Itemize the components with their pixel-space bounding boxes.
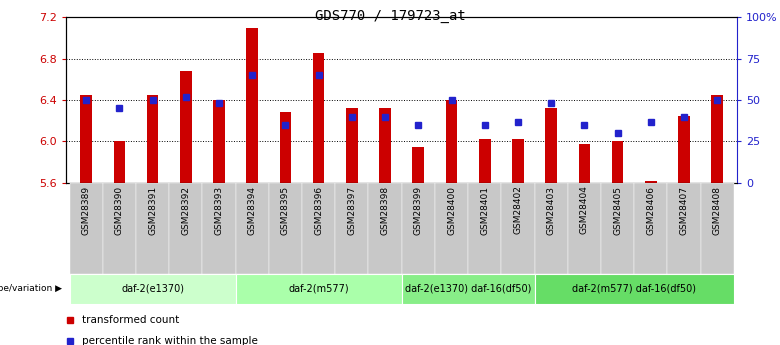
Bar (180, 71, 192, 183)
Text: GSM28400: GSM28400 (447, 186, 456, 235)
Bar (335, 183, 368, 274)
Text: GSM28392: GSM28392 (181, 186, 190, 235)
Text: GSM28399: GSM28399 (414, 186, 423, 235)
Text: GSM28394: GSM28394 (248, 186, 257, 235)
Bar (136, 183, 169, 274)
Text: GSM28393: GSM28393 (215, 186, 224, 235)
Bar (534, 183, 568, 274)
Text: genotype/variation ▶: genotype/variation ▶ (0, 284, 62, 294)
Text: GSM28408: GSM28408 (713, 186, 722, 235)
Bar (379, 108, 391, 183)
Bar (601, 183, 634, 274)
Bar (534, 274, 734, 304)
Text: daf-2(e1370) daf-16(df50): daf-2(e1370) daf-16(df50) (405, 284, 531, 294)
Bar (80, 95, 92, 183)
Text: GSM28402: GSM28402 (513, 186, 523, 235)
Bar (668, 183, 700, 274)
Text: GSM28406: GSM28406 (647, 186, 655, 235)
Text: GSM28395: GSM28395 (281, 186, 290, 235)
Bar (645, 181, 657, 183)
Text: GSM28391: GSM28391 (148, 186, 157, 235)
Bar (269, 183, 302, 274)
Text: GSM28398: GSM28398 (381, 186, 389, 235)
Bar (313, 53, 324, 183)
Bar (402, 274, 534, 304)
Bar (169, 183, 203, 274)
Text: percentile rank within the sample: percentile rank within the sample (82, 336, 257, 345)
Bar (236, 274, 402, 304)
Text: GSM28389: GSM28389 (82, 186, 90, 235)
Text: GDS770 / 179723_at: GDS770 / 179723_at (314, 9, 466, 23)
Bar (479, 139, 491, 183)
Text: GSM28401: GSM28401 (480, 186, 489, 235)
Bar (147, 95, 158, 183)
Bar (413, 147, 424, 183)
Bar (213, 100, 225, 183)
Bar (678, 116, 690, 183)
Bar (246, 28, 258, 183)
Text: daf-2(m577): daf-2(m577) (289, 284, 349, 294)
Bar (579, 144, 590, 183)
Text: transformed count: transformed count (82, 315, 179, 325)
Bar (711, 95, 723, 183)
Bar (468, 183, 502, 274)
Bar (114, 141, 126, 183)
Text: daf-2(m577) daf-16(df50): daf-2(m577) daf-16(df50) (573, 284, 697, 294)
Bar (445, 100, 457, 183)
Bar (302, 183, 335, 274)
Text: GSM28396: GSM28396 (314, 186, 323, 235)
Bar (512, 139, 523, 183)
Text: GSM28405: GSM28405 (613, 186, 622, 235)
Bar (502, 183, 534, 274)
Text: GSM28404: GSM28404 (580, 186, 589, 235)
Bar (280, 112, 291, 183)
Bar (634, 183, 668, 274)
Text: GSM28403: GSM28403 (547, 186, 555, 235)
Bar (203, 183, 236, 274)
Bar (236, 183, 269, 274)
Bar (612, 141, 623, 183)
Text: GSM28390: GSM28390 (115, 186, 124, 235)
Bar (103, 183, 136, 274)
Bar (568, 183, 601, 274)
Bar (700, 183, 734, 274)
Text: GSM28397: GSM28397 (347, 186, 356, 235)
Bar (368, 183, 402, 274)
Bar (402, 183, 435, 274)
Bar (545, 108, 557, 183)
Bar (346, 108, 358, 183)
Bar (69, 274, 236, 304)
Text: GSM28407: GSM28407 (679, 186, 689, 235)
Bar (69, 183, 103, 274)
Text: daf-2(e1370): daf-2(e1370) (121, 284, 184, 294)
Bar (435, 183, 468, 274)
